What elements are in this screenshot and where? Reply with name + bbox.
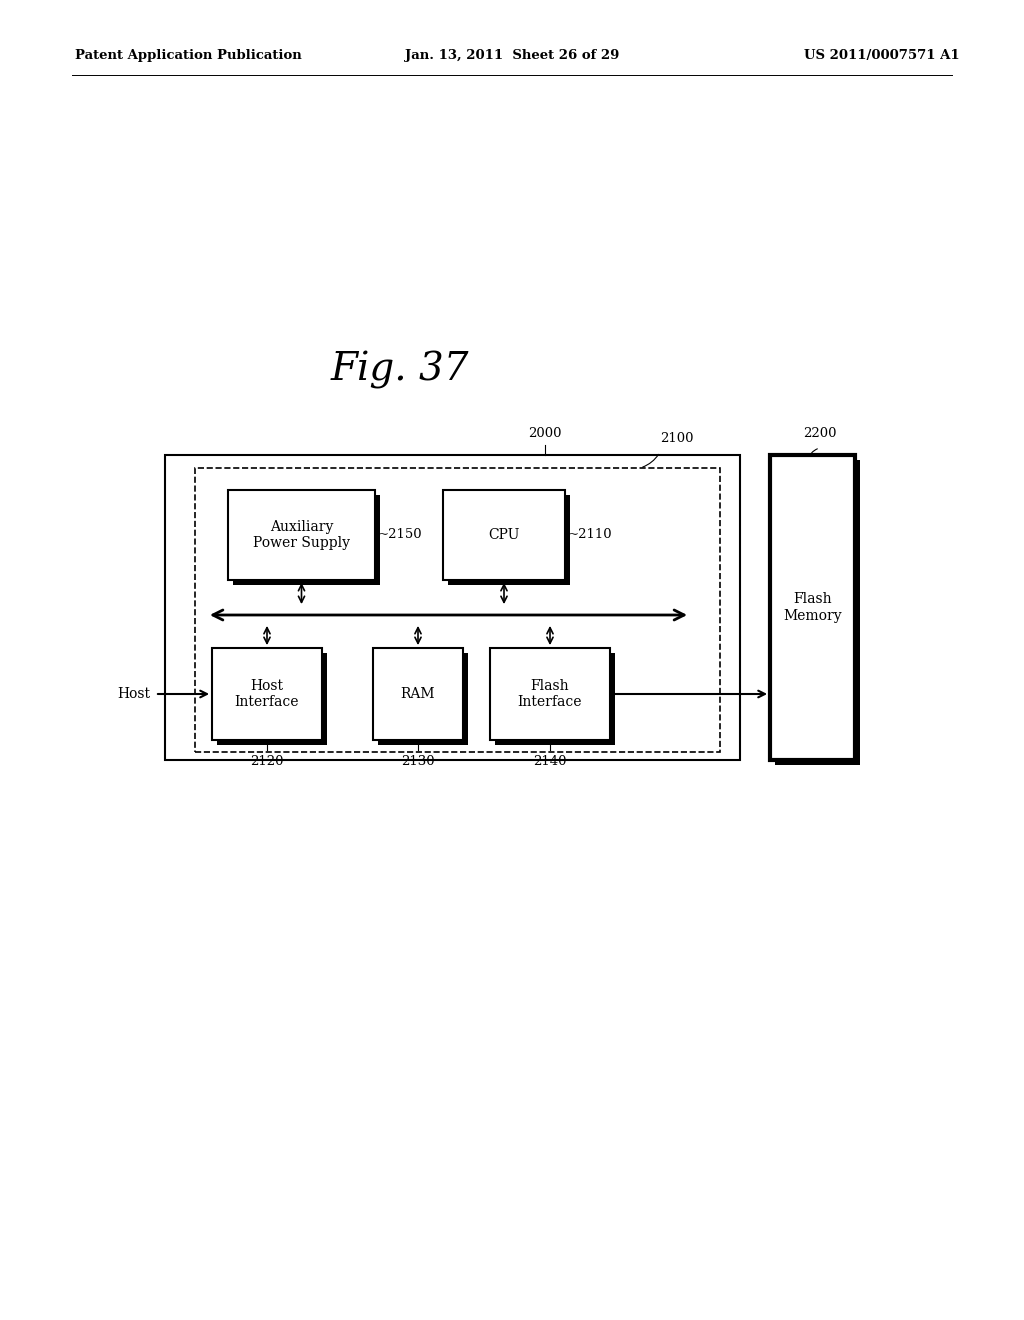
Text: 2100: 2100 (660, 432, 693, 445)
Text: 2000: 2000 (528, 426, 562, 440)
Text: 2130: 2130 (401, 755, 435, 768)
Text: Fig. 37: Fig. 37 (331, 351, 469, 389)
Bar (775, 459, 860, 766)
Bar (443, 490, 565, 579)
Bar (195, 469, 720, 752)
Text: 2200: 2200 (803, 426, 837, 440)
Bar (770, 455, 855, 760)
Text: Flash
Interface: Flash Interface (518, 678, 583, 709)
Text: 2120: 2120 (250, 755, 284, 768)
Text: Patent Application Publication: Patent Application Publication (75, 49, 302, 62)
Bar (217, 653, 327, 744)
Bar (233, 495, 380, 585)
Text: Host
Interface: Host Interface (234, 678, 299, 709)
Text: 2140: 2140 (534, 755, 566, 768)
Text: ~2150: ~2150 (378, 528, 423, 541)
Bar (165, 455, 740, 760)
Bar (378, 653, 468, 744)
Bar (490, 648, 610, 741)
Bar (495, 653, 615, 744)
Text: CPU: CPU (488, 528, 520, 543)
Bar (449, 495, 570, 585)
Text: Jan. 13, 2011  Sheet 26 of 29: Jan. 13, 2011 Sheet 26 of 29 (404, 49, 620, 62)
Bar (373, 648, 463, 741)
Text: ~2110: ~2110 (568, 528, 612, 541)
Text: Flash
Memory: Flash Memory (783, 593, 842, 623)
Bar (212, 648, 322, 741)
Bar (228, 490, 375, 579)
Text: Auxiliary
Power Supply: Auxiliary Power Supply (253, 520, 350, 550)
Text: RAM: RAM (400, 686, 435, 701)
Text: Host: Host (117, 686, 150, 701)
Text: US 2011/0007571 A1: US 2011/0007571 A1 (805, 49, 961, 62)
